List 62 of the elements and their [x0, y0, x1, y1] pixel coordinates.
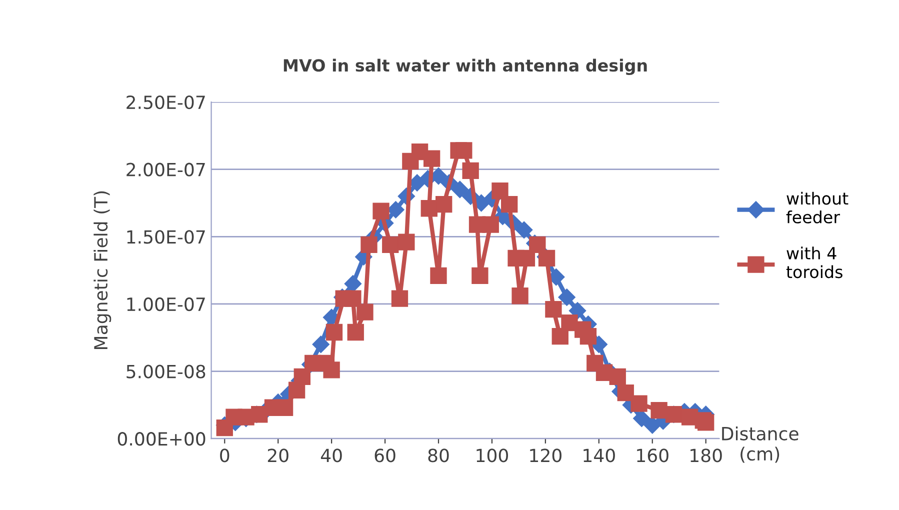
x-tick-label: 60	[374, 448, 396, 462]
point	[462, 162, 479, 179]
y-tick-label: 5.00E-08	[126, 364, 206, 378]
point	[294, 368, 310, 385]
point	[372, 202, 390, 220]
x-tick-label: 40	[320, 448, 342, 462]
point	[617, 384, 634, 402]
x-tick-label: 100	[476, 448, 508, 462]
point	[276, 399, 294, 416]
chart-title: MVO in salt water with antenna design	[284, 58, 647, 76]
point	[698, 414, 714, 431]
x-tick-label: 180	[690, 448, 722, 462]
point	[552, 328, 568, 345]
point	[323, 362, 340, 378]
point	[558, 288, 576, 306]
y-tick-label: 2.00E-07	[126, 162, 205, 176]
x-tick-label: 0	[220, 448, 230, 462]
point	[545, 301, 562, 318]
x-tick-label: 20	[268, 448, 288, 462]
x-tick-label: 120	[530, 448, 562, 462]
point	[347, 324, 364, 341]
point	[568, 302, 586, 320]
y-tick-label: 1.00E-07	[127, 297, 205, 312]
point	[633, 410, 650, 427]
x-tick-label: 80	[428, 448, 449, 462]
point	[529, 236, 546, 254]
point	[326, 324, 343, 341]
point	[482, 216, 499, 233]
point	[456, 142, 472, 159]
point	[423, 150, 440, 167]
x-tick-label: 140	[584, 448, 615, 462]
point	[515, 221, 533, 238]
point	[344, 290, 362, 307]
point	[312, 336, 330, 353]
legend-label: with 4 toroids	[786, 246, 842, 278]
y-tick-label: 2.50E-07	[126, 95, 205, 110]
y-axis-title: Magnetic Field (T)	[94, 191, 112, 350]
point	[382, 236, 399, 254]
point	[391, 290, 408, 307]
point	[501, 196, 518, 213]
point	[650, 402, 668, 419]
point	[609, 368, 626, 385]
point	[518, 250, 536, 267]
x-tick-label: 160	[637, 448, 668, 462]
point	[356, 304, 374, 320]
legend-label: without feeder	[786, 192, 848, 224]
point	[387, 201, 404, 218]
point	[472, 267, 488, 284]
point	[420, 200, 438, 217]
point	[492, 182, 508, 200]
y-tick-label: 0.00E+00	[118, 432, 206, 446]
point	[436, 196, 452, 213]
point	[451, 180, 468, 198]
point	[512, 288, 528, 304]
point	[430, 267, 447, 284]
point	[398, 234, 415, 250]
point	[580, 328, 597, 345]
point	[360, 236, 378, 254]
x-axis-title: Distance (cm)	[722, 426, 798, 463]
y-tick-label: 1.50E-07	[127, 230, 205, 244]
point	[630, 395, 648, 412]
point	[344, 275, 362, 292]
